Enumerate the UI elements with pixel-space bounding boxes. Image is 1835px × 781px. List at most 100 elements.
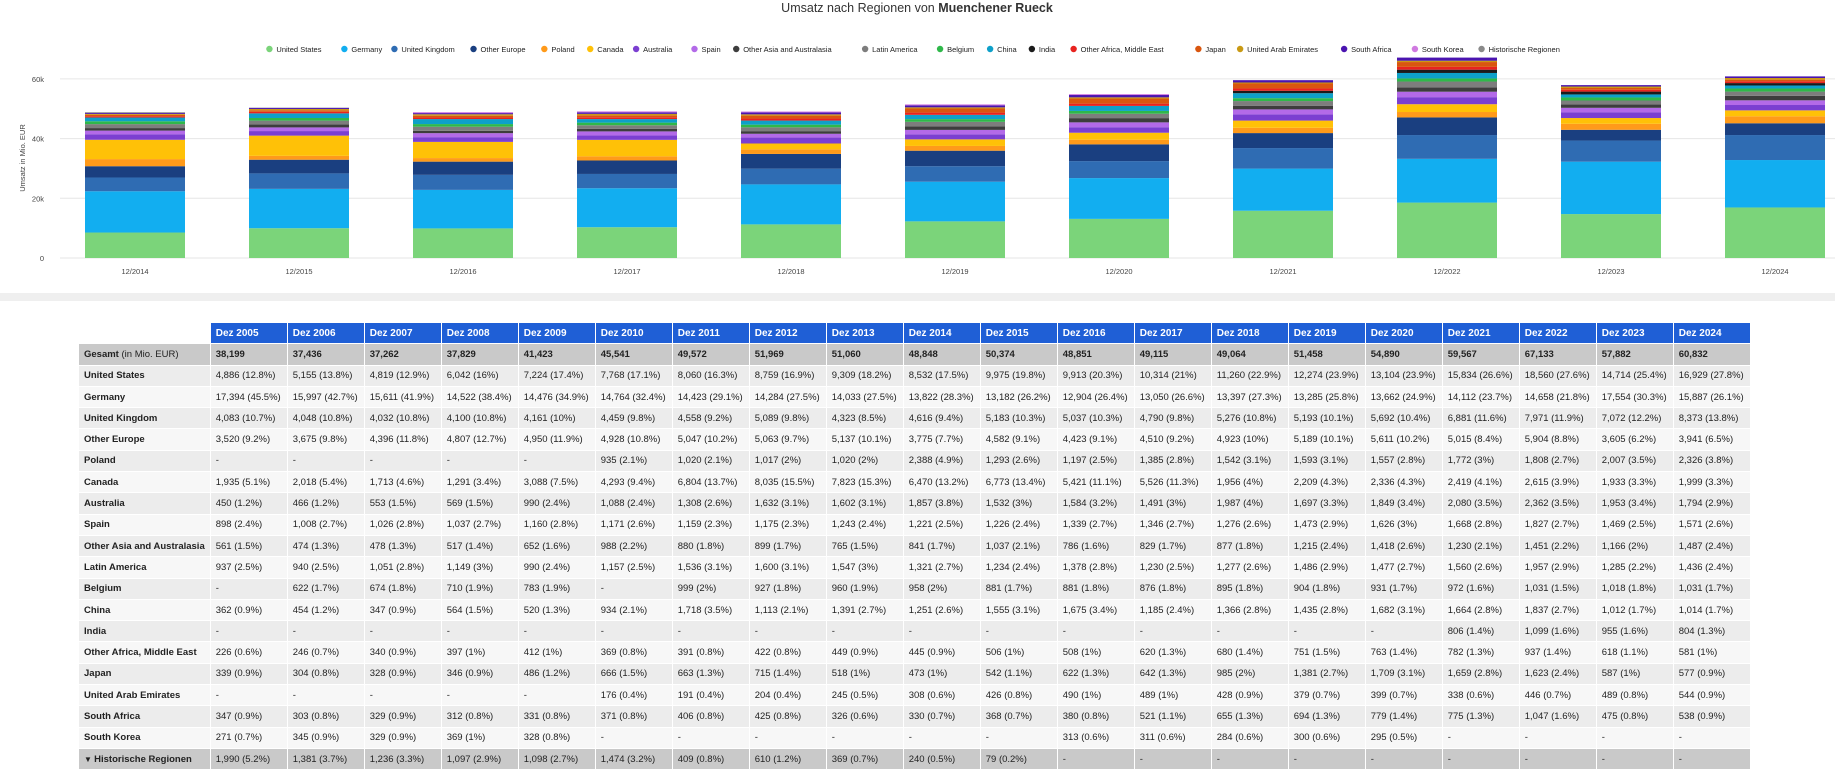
bar-segment[interactable] bbox=[905, 139, 1005, 146]
bar-segment[interactable] bbox=[905, 145, 1005, 151]
bar-segment[interactable] bbox=[249, 113, 349, 118]
bar-segment[interactable] bbox=[577, 139, 677, 157]
year-header[interactable]: Dez 2012 bbox=[749, 323, 826, 344]
bar-segment[interactable] bbox=[905, 107, 1005, 109]
bar-segment[interactable] bbox=[1233, 98, 1333, 102]
bar-segment[interactable] bbox=[905, 119, 1005, 122]
bar-segment[interactable] bbox=[577, 188, 677, 228]
bar-segment[interactable] bbox=[1397, 66, 1497, 70]
bar-segment[interactable] bbox=[1725, 135, 1825, 161]
bar-segment[interactable] bbox=[741, 143, 841, 150]
bar-segment[interactable] bbox=[1397, 112, 1497, 118]
bar-segment[interactable] bbox=[905, 108, 1005, 113]
bar-segment[interactable] bbox=[413, 174, 513, 190]
bar-segment[interactable] bbox=[577, 128, 677, 132]
legend-item[interactable]: Latin America bbox=[861, 45, 918, 54]
bar-segment[interactable] bbox=[1397, 135, 1497, 159]
bar-segment[interactable] bbox=[249, 127, 349, 132]
bar-segment[interactable] bbox=[1725, 81, 1825, 84]
legend-item[interactable]: India bbox=[1028, 45, 1056, 54]
bar-segment[interactable] bbox=[85, 112, 185, 113]
bar-segment[interactable] bbox=[249, 173, 349, 189]
bar-segment[interactable] bbox=[1561, 107, 1661, 113]
bar-segment[interactable] bbox=[1561, 89, 1661, 92]
bar-segment[interactable] bbox=[85, 177, 185, 192]
bar-segment[interactable] bbox=[741, 112, 841, 115]
bar-segment[interactable] bbox=[1725, 79, 1825, 82]
bar-segment[interactable] bbox=[741, 124, 841, 128]
year-header[interactable]: Dez 2016 bbox=[1057, 323, 1134, 344]
bar-segment[interactable] bbox=[1233, 90, 1333, 94]
bar-segment[interactable] bbox=[1233, 120, 1333, 128]
bar-stack[interactable] bbox=[741, 111, 841, 258]
bar-segment[interactable] bbox=[1069, 95, 1169, 98]
year-header[interactable]: Dez 2007 bbox=[364, 323, 441, 344]
bar-segment[interactable] bbox=[1397, 81, 1497, 88]
bar-segment[interactable] bbox=[577, 227, 677, 258]
bar-segment[interactable] bbox=[905, 126, 1005, 130]
legend-item[interactable]: Spain bbox=[691, 45, 721, 54]
legend-item[interactable]: Other Europe bbox=[470, 45, 526, 54]
legend-item[interactable]: United States bbox=[266, 45, 322, 54]
bar-segment[interactable] bbox=[577, 117, 677, 120]
bar-segment[interactable] bbox=[249, 188, 349, 229]
bar-segment[interactable] bbox=[413, 113, 513, 115]
bar-segment[interactable] bbox=[577, 135, 677, 140]
year-header[interactable]: Dez 2017 bbox=[1134, 323, 1211, 344]
bar-segment[interactable] bbox=[85, 134, 185, 140]
bar-segment[interactable] bbox=[1561, 161, 1661, 215]
bar-segment[interactable] bbox=[1561, 91, 1661, 95]
bar-stack[interactable] bbox=[413, 112, 513, 258]
expand-caret-icon[interactable]: ▼ bbox=[84, 754, 95, 764]
bar-segment[interactable] bbox=[85, 232, 185, 258]
bar-segment[interactable] bbox=[249, 117, 349, 121]
bar-segment[interactable] bbox=[1397, 97, 1497, 105]
bar-segment[interactable] bbox=[413, 114, 513, 116]
year-header[interactable]: Dez 2008 bbox=[441, 323, 518, 344]
bar-segment[interactable] bbox=[1069, 132, 1169, 140]
bar-segment[interactable] bbox=[413, 130, 513, 134]
bar-segment[interactable] bbox=[577, 156, 677, 161]
year-header[interactable]: Dez 2018 bbox=[1211, 323, 1288, 344]
year-header[interactable]: Dez 2011 bbox=[672, 323, 749, 344]
year-header[interactable]: Dez 2010 bbox=[595, 323, 672, 344]
year-header[interactable]: Dez 2022 bbox=[1519, 323, 1596, 344]
bar-segment[interactable] bbox=[741, 114, 841, 116]
bar-segment[interactable] bbox=[249, 111, 349, 114]
bar-segment[interactable] bbox=[413, 228, 513, 258]
bar-segment[interactable] bbox=[1233, 114, 1333, 121]
bar-segment[interactable] bbox=[1397, 69, 1497, 73]
bar-segment[interactable] bbox=[1069, 103, 1169, 106]
bar-segment[interactable] bbox=[1233, 210, 1333, 258]
bar-segment[interactable] bbox=[1233, 88, 1333, 91]
bar-segment[interactable] bbox=[249, 131, 349, 136]
bar-segment[interactable] bbox=[741, 149, 841, 154]
bar-segment[interactable] bbox=[1561, 94, 1661, 98]
bar-segment[interactable] bbox=[905, 112, 1005, 115]
legend-item[interactable]: South Africa bbox=[1340, 45, 1392, 54]
bar-segment[interactable] bbox=[1397, 104, 1497, 113]
bar-segment[interactable] bbox=[85, 117, 185, 122]
bar-stack[interactable] bbox=[1561, 85, 1661, 258]
year-header[interactable]: Dez 2009 bbox=[518, 323, 595, 344]
bar-segment[interactable] bbox=[1725, 83, 1825, 86]
bar-segment[interactable] bbox=[1561, 140, 1661, 162]
bar-segment[interactable] bbox=[413, 112, 513, 114]
bar-segment[interactable] bbox=[413, 158, 513, 162]
bar-stack[interactable] bbox=[1233, 80, 1333, 258]
bar-segment[interactable] bbox=[85, 191, 185, 233]
bar-segment[interactable] bbox=[1069, 94, 1169, 96]
bar-segment[interactable] bbox=[905, 166, 1005, 182]
bar-segment[interactable] bbox=[1069, 113, 1169, 119]
bar-segment[interactable] bbox=[1069, 110, 1169, 114]
bar-segment[interactable] bbox=[1725, 78, 1825, 80]
bar-segment[interactable] bbox=[1561, 214, 1661, 258]
bar-segment[interactable] bbox=[249, 135, 349, 156]
bar-segment[interactable] bbox=[249, 155, 349, 160]
bar-segment[interactable] bbox=[1233, 82, 1333, 84]
bar-segment[interactable] bbox=[741, 118, 841, 121]
year-header[interactable]: Dez 2006 bbox=[287, 323, 364, 344]
bar-segment[interactable] bbox=[905, 105, 1005, 108]
bar-segment[interactable] bbox=[1725, 76, 1825, 79]
bar-segment[interactable] bbox=[741, 137, 841, 144]
